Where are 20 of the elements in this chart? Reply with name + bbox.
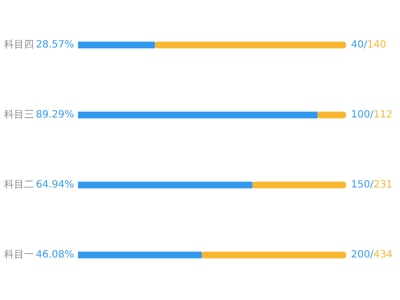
bar bbox=[78, 182, 252, 188]
data-label: 150/231 bbox=[351, 180, 393, 191]
data-label: 200/434 bbox=[351, 250, 393, 261]
bar bbox=[78, 252, 202, 258]
bar bbox=[78, 42, 155, 48]
y-tick-label: 科目二 bbox=[4, 178, 34, 191]
bar bbox=[252, 182, 346, 188]
data-label: 100/112 bbox=[351, 110, 393, 121]
bar bbox=[154, 42, 346, 48]
data-label: 46.08% bbox=[36, 250, 74, 261]
bar bbox=[78, 112, 318, 118]
data-label: 28.57% bbox=[36, 40, 74, 51]
y-tick-label: 科目四 bbox=[4, 38, 34, 51]
data-label: 64.94% bbox=[36, 180, 74, 191]
y-tick-label: 科目三 bbox=[4, 108, 34, 121]
y-tick-label: 科目一 bbox=[4, 248, 34, 261]
bar bbox=[316, 112, 346, 118]
data-label: 40/140 bbox=[351, 40, 386, 51]
bar bbox=[201, 252, 346, 258]
data-label: 89.29% bbox=[36, 110, 74, 121]
